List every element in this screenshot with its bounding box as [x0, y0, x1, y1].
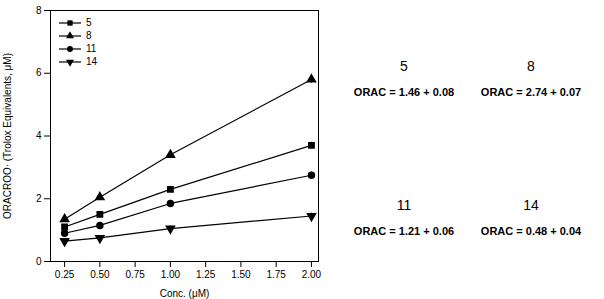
svg-text:0.75: 0.75: [125, 269, 145, 280]
svg-text:1.50: 1.50: [231, 269, 251, 280]
svg-text:2.00: 2.00: [302, 269, 322, 280]
html-text:5: 5: [86, 17, 92, 28]
html-text:11: 11: [86, 43, 97, 54]
svg-text:5: 5: [400, 58, 408, 74]
svg-text:1.00: 1.00: [161, 269, 181, 280]
svg-text:2: 2: [36, 193, 42, 204]
svg-text:ORAC = 0.48 + 0.04: ORAC = 0.48 + 0.04: [481, 225, 582, 237]
svg-text:ORAC = 1.46 + 0.08: ORAC = 1.46 + 0.08: [354, 86, 454, 98]
svg-text:4: 4: [36, 130, 42, 141]
svg-text:ORAC = 2.74 + 0.07: ORAC = 2.74 + 0.07: [481, 86, 581, 98]
html-text:14: 14: [86, 56, 98, 67]
svg-text:0.25: 0.25: [55, 269, 75, 280]
svg-text:1.75: 1.75: [266, 269, 286, 280]
svg-text:0.50: 0.50: [90, 269, 110, 280]
svg-text:8: 8: [527, 58, 535, 74]
svg-text:ORACROO· (Trolox Equivalents,: ORACROO· (Trolox Equivalents, μM): [2, 53, 13, 219]
svg-text:11: 11: [397, 197, 412, 213]
svg-text:8: 8: [36, 5, 42, 16]
svg-text:6: 6: [36, 67, 42, 78]
html-text:8: 8: [86, 30, 92, 41]
svg-text:1.25: 1.25: [196, 269, 216, 280]
svg-text:Conc. (μM): Conc. (μM): [160, 288, 210, 299]
svg-text:ORAC = 1.21 + 0.06: ORAC = 1.21 + 0.06: [354, 225, 454, 237]
svg-text:0: 0: [36, 256, 42, 267]
svg-text:14: 14: [523, 197, 539, 213]
